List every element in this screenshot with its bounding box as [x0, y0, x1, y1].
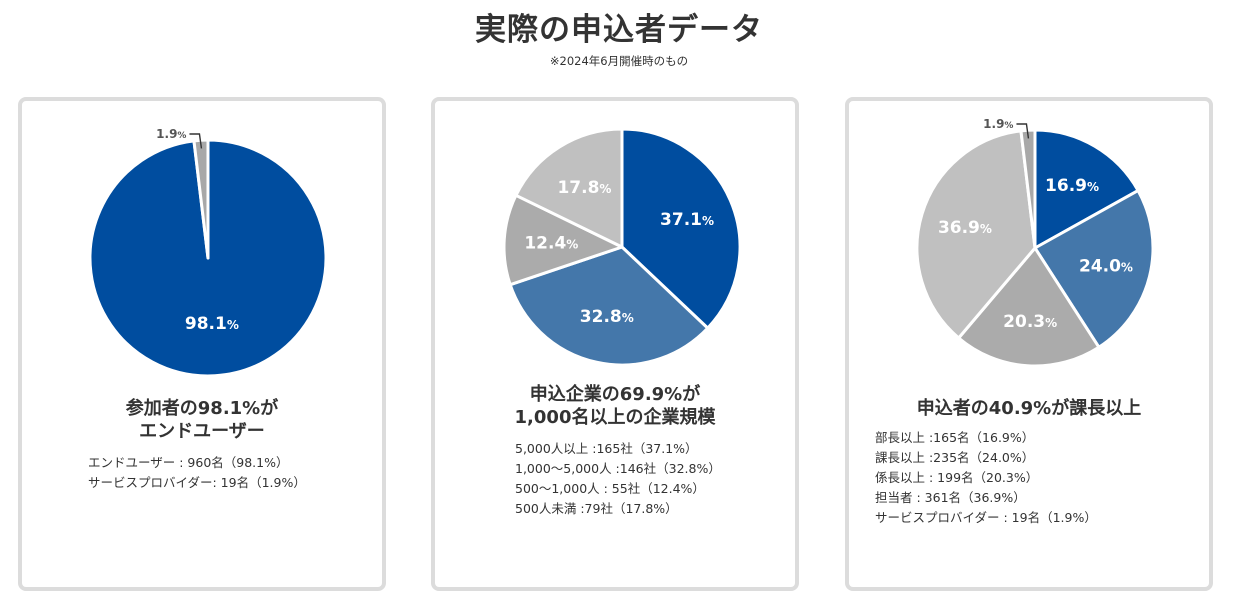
pie-slice [1033, 128, 1140, 250]
detail-list: エンドユーザー : 960名（98.1%） サービスプロバイダー: 19名（1.… [88, 453, 306, 493]
pie-slice [514, 127, 624, 249]
detail-item: 500人未満 :79社（17.8%） [515, 501, 678, 516]
chart-card-job-title: 16.9% 24.0% 20.3% 36.9% 1.9% 申込者の40.9%が課長以上 … [845, 97, 1213, 591]
headline-line: エンドユーザー [139, 421, 265, 442]
headline-line: 参加者の98.1%が [125, 398, 279, 419]
detail-item: 担当者 : 361名（36.9%） [875, 490, 1026, 505]
data-label: 32.8% [580, 307, 634, 327]
headline-line: 申込者の40.9%が課長以上 [916, 398, 1142, 419]
data-label: 16.9% [1045, 176, 1099, 196]
data-label: 1.9% [156, 127, 186, 141]
detail-item: 500〜1,000人 : 55社（12.4%） [515, 481, 705, 496]
chart-card-participants: 98.1% 1.9% 参加者の98.1%が エンドユーザー エンドユーザー : 9… [18, 97, 386, 591]
chart-card-company-size: 37.1% 32.8% 12.4% 17.8% 申込企業の69.9%が 1,000名以… [431, 97, 799, 591]
detail-item: エンドユーザー : 960名（98.1%） [88, 455, 289, 470]
page-note: ※2024年6月開催時のもの [549, 54, 689, 68]
detail-item: 課長以上 :235名（24.0%） [875, 450, 1035, 465]
detail-item: サービスプロバイダー: 19名（1.9%） [88, 475, 306, 490]
data-label: 24.0% [1079, 257, 1133, 277]
data-label: 36.9% [938, 218, 992, 238]
detail-item: 5,000人以上 :165社（37.1%） [515, 441, 698, 456]
pie-slice [620, 127, 742, 330]
pie-slice [508, 245, 710, 367]
data-label: 37.1% [660, 210, 714, 230]
headline: 申込企業の69.9%が 1,000名以上の企業規模 [435, 383, 795, 429]
headline-line: 1,000名以上の企業規模 [514, 407, 716, 428]
detail-list: 部長以上 :165名（16.9%） 課長以上 :235名（24.0%） 係長以上… [875, 428, 1097, 528]
data-label: 17.8% [557, 178, 611, 198]
data-label: 20.3% [1003, 312, 1057, 332]
detail-item: サービスプロバイダー : 19名（1.9%） [875, 510, 1097, 525]
detail-item: 1,000〜5,000人 :146社（32.8%） [515, 461, 721, 476]
headline: 申込者の40.9%が課長以上 [849, 397, 1209, 420]
callout-line [1016, 123, 1030, 139]
pie-slice [915, 129, 1037, 340]
callout-line [189, 133, 203, 149]
pie-chart-company-size: 37.1% 32.8% 12.4% 17.8% [502, 127, 742, 367]
pie-slice [1033, 189, 1155, 349]
detail-item: 部長以上 :165名（16.9%） [875, 430, 1035, 445]
page-title: 実際の申込者データ [475, 12, 763, 48]
pie-slice [502, 193, 624, 287]
data-label: 1.9% [983, 117, 1013, 131]
pie-slice [957, 246, 1101, 368]
detail-item: 係長以上 : 199名（20.3%） [875, 470, 1039, 485]
headline: 参加者の98.1%が エンドユーザー [22, 397, 382, 443]
data-label: 12.4% [524, 233, 578, 253]
detail-list: 5,000人以上 :165社（37.1%） 1,000〜5,000人 :146社… [515, 439, 721, 519]
headline-line: 申込企業の69.9%が [529, 384, 701, 405]
pie-chart-job-title: 16.9% 24.0% 20.3% 36.9% 1.9% [915, 117, 1155, 368]
pie-chart-participants: 98.1% 1.9% [88, 127, 328, 378]
data-label: 98.1% [185, 314, 239, 334]
